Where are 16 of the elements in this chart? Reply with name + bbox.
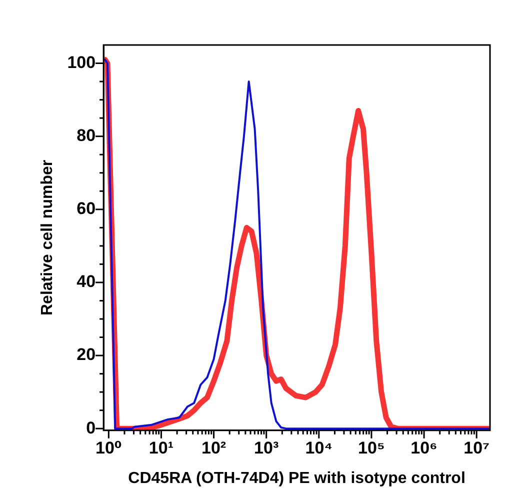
y-tick-label: 60 xyxy=(76,199,96,218)
y-tick-label: 80 xyxy=(76,126,96,146)
x-tick-label: 10³ xyxy=(254,438,279,458)
x-tick-label: 10⁴ xyxy=(305,438,333,458)
x-axis-title: CD45RA (OTH-74D4) PE with isotype control xyxy=(128,470,466,487)
x-tick-label: 10² xyxy=(201,438,226,458)
x-tick-label: 10¹ xyxy=(148,438,174,458)
y-axis-title: Relative cell number xyxy=(39,160,56,316)
y-tick-label: 0 xyxy=(86,418,96,438)
y-tick-label: 20 xyxy=(76,345,96,364)
y-tick-label: 100 xyxy=(67,52,96,72)
x-tick-label: 10⁰ xyxy=(95,438,122,458)
x-tick-label: 10⁷ xyxy=(464,438,490,458)
y-tick-label: 40 xyxy=(76,272,96,292)
x-tick-label: 10⁵ xyxy=(358,438,385,458)
x-tick-label: 10⁶ xyxy=(410,438,438,458)
